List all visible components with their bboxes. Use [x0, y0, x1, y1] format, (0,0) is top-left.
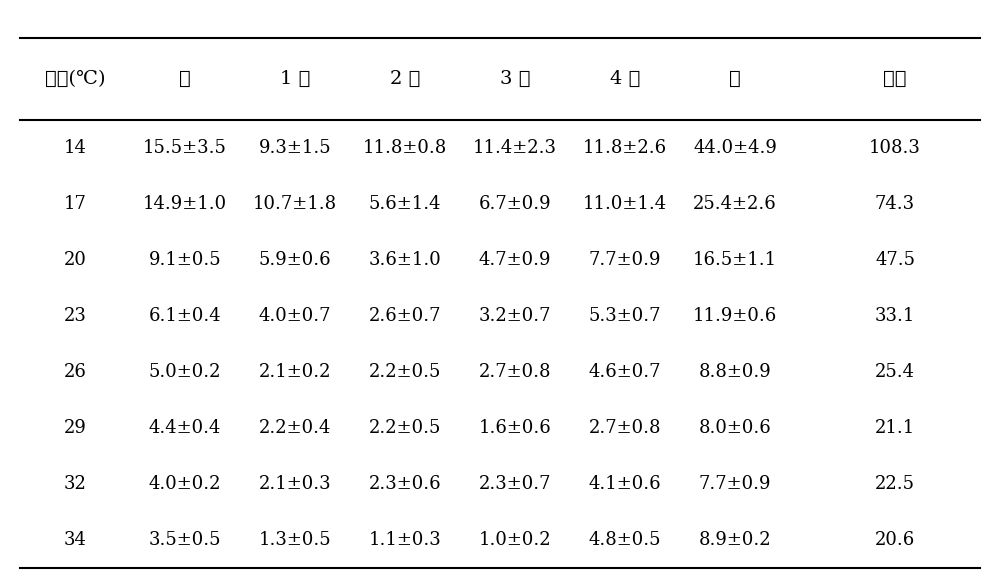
Text: 11.8±0.8: 11.8±0.8 [363, 139, 447, 157]
Text: 4 龄: 4 龄 [610, 70, 640, 87]
Text: 2.6±0.7: 2.6±0.7 [369, 307, 441, 325]
Text: 47.5: 47.5 [875, 251, 915, 269]
Text: 26: 26 [64, 363, 86, 381]
Text: 2.7±0.8: 2.7±0.8 [479, 363, 551, 381]
Text: 6.1±0.4: 6.1±0.4 [149, 307, 221, 325]
Text: 5.0±0.2: 5.0±0.2 [149, 363, 221, 381]
Text: 4.8±0.5: 4.8±0.5 [589, 531, 661, 549]
Text: 1.1±0.3: 1.1±0.3 [369, 531, 441, 549]
Text: 世代: 世代 [883, 70, 907, 87]
Text: 11.9±0.6: 11.9±0.6 [693, 307, 777, 325]
Text: 4.0±0.2: 4.0±0.2 [149, 475, 221, 493]
Text: 8.9±0.2: 8.9±0.2 [699, 531, 771, 549]
Text: 1.3±0.5: 1.3±0.5 [259, 531, 331, 549]
Text: 4.1±0.6: 4.1±0.6 [589, 475, 661, 493]
Text: 1.6±0.6: 1.6±0.6 [479, 419, 551, 437]
Text: 16.5±1.1: 16.5±1.1 [693, 251, 777, 269]
Text: 1.0±0.2: 1.0±0.2 [479, 531, 551, 549]
Text: 2.2±0.5: 2.2±0.5 [369, 419, 441, 437]
Text: 14: 14 [64, 139, 86, 157]
Text: 8.8±0.9: 8.8±0.9 [699, 363, 771, 381]
Text: 3.5±0.5: 3.5±0.5 [149, 531, 221, 549]
Text: 卵: 卵 [179, 70, 191, 87]
Text: 23: 23 [64, 307, 86, 325]
Text: 25.4: 25.4 [875, 363, 915, 381]
Text: 2.3±0.7: 2.3±0.7 [479, 475, 551, 493]
Text: 25.4±2.6: 25.4±2.6 [693, 195, 777, 213]
Text: 14.9±1.0: 14.9±1.0 [143, 195, 227, 213]
Text: 2.2±0.4: 2.2±0.4 [259, 419, 331, 437]
Text: 4.4±0.4: 4.4±0.4 [149, 419, 221, 437]
Text: 11.8±2.6: 11.8±2.6 [583, 139, 667, 157]
Text: 21.1: 21.1 [875, 419, 915, 437]
Text: 74.3: 74.3 [875, 195, 915, 213]
Text: 5.9±0.6: 5.9±0.6 [259, 251, 331, 269]
Text: 蛹: 蛹 [729, 70, 741, 87]
Text: 9.3±1.5: 9.3±1.5 [259, 139, 331, 157]
Text: 3 龄: 3 龄 [500, 70, 530, 87]
Text: 3.6±1.0: 3.6±1.0 [369, 251, 441, 269]
Text: 20: 20 [64, 251, 86, 269]
Text: 34: 34 [64, 531, 86, 549]
Text: 32: 32 [64, 475, 86, 493]
Text: 2.1±0.2: 2.1±0.2 [259, 363, 331, 381]
Text: 7.7±0.9: 7.7±0.9 [589, 251, 661, 269]
Text: 9.1±0.5: 9.1±0.5 [149, 251, 221, 269]
Text: 11.4±2.3: 11.4±2.3 [473, 139, 557, 157]
Text: 4.7±0.9: 4.7±0.9 [479, 251, 551, 269]
Text: 11.0±1.4: 11.0±1.4 [583, 195, 667, 213]
Text: 44.0±4.9: 44.0±4.9 [693, 139, 777, 157]
Text: 8.0±0.6: 8.0±0.6 [699, 419, 771, 437]
Text: 6.7±0.9: 6.7±0.9 [479, 195, 551, 213]
Text: 22.5: 22.5 [875, 475, 915, 493]
Text: 20.6: 20.6 [875, 531, 915, 549]
Text: 5.6±1.4: 5.6±1.4 [369, 195, 441, 213]
Text: 2.7±0.8: 2.7±0.8 [589, 419, 661, 437]
Text: 33.1: 33.1 [875, 307, 915, 325]
Text: 温度(℃): 温度(℃) [45, 70, 105, 87]
Text: 2.2±0.5: 2.2±0.5 [369, 363, 441, 381]
Text: 17: 17 [64, 195, 86, 213]
Text: 29: 29 [64, 419, 86, 437]
Text: 10.7±1.8: 10.7±1.8 [253, 195, 337, 213]
Text: 7.7±0.9: 7.7±0.9 [699, 475, 771, 493]
Text: 4.6±0.7: 4.6±0.7 [589, 363, 661, 381]
Text: 108.3: 108.3 [869, 139, 921, 157]
Text: 15.5±3.5: 15.5±3.5 [143, 139, 227, 157]
Text: 2 龄: 2 龄 [390, 70, 420, 87]
Text: 1 龄: 1 龄 [280, 70, 310, 87]
Text: 2.1±0.3: 2.1±0.3 [259, 475, 331, 493]
Text: 5.3±0.7: 5.3±0.7 [589, 307, 661, 325]
Text: 4.0±0.7: 4.0±0.7 [259, 307, 331, 325]
Text: 3.2±0.7: 3.2±0.7 [479, 307, 551, 325]
Text: 2.3±0.6: 2.3±0.6 [369, 475, 441, 493]
